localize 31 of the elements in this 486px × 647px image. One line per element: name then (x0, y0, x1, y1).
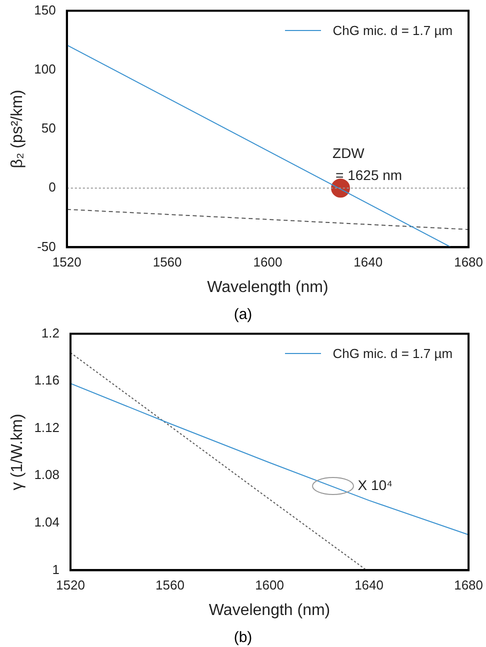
y-tick-label: 1.12 (34, 420, 60, 435)
y-tick-label: -50 (37, 238, 56, 254)
text: (a) (232, 306, 254, 323)
x-tick-label: 1560 (152, 254, 182, 270)
text: (b) (232, 629, 254, 646)
y-tick-label: 1.04 (34, 514, 60, 530)
annotation: X 10⁴ (358, 477, 393, 494)
annotation: ZDW = 1625 nm (332, 145, 402, 184)
x-tick-label: 1640 (354, 578, 384, 593)
x-tick-label: 1520 (52, 254, 82, 270)
x-axis-title: Wavelength (nm) (207, 278, 328, 296)
y-tick-label: 50 (41, 120, 56, 136)
y-tick-label: 100 (34, 61, 56, 76)
x-axis-title: Wavelength (nm) (208, 602, 330, 619)
y-tick-label: 1.08 (34, 467, 60, 482)
legend-label: ChG mic. d = 1.7 µm (332, 346, 453, 361)
y-tick-label: 150 (34, 2, 56, 18)
y-axis-title: γ (1/W.km) (9, 414, 26, 490)
legend-label: ChG mic. d = 1.7 µm (332, 22, 453, 38)
x-tick-label: 1680 (454, 578, 483, 593)
y-axis-title: β₂ (ps²/km) (9, 90, 26, 168)
y-tick-label: 0 (48, 180, 56, 195)
x-tick-label: 1680 (454, 254, 483, 270)
y-tick-label: 1.2 (41, 325, 60, 340)
y-tick-label: 1 (52, 562, 60, 577)
x-tick-label: 1600 (253, 254, 282, 270)
x-tick-label: 1520 (56, 578, 85, 593)
x-tick-label: 1560 (156, 578, 184, 593)
x-tick-label: 1600 (255, 578, 284, 593)
y-tick-label: 1.16 (34, 372, 60, 388)
x-tick-label: 1640 (354, 254, 383, 270)
